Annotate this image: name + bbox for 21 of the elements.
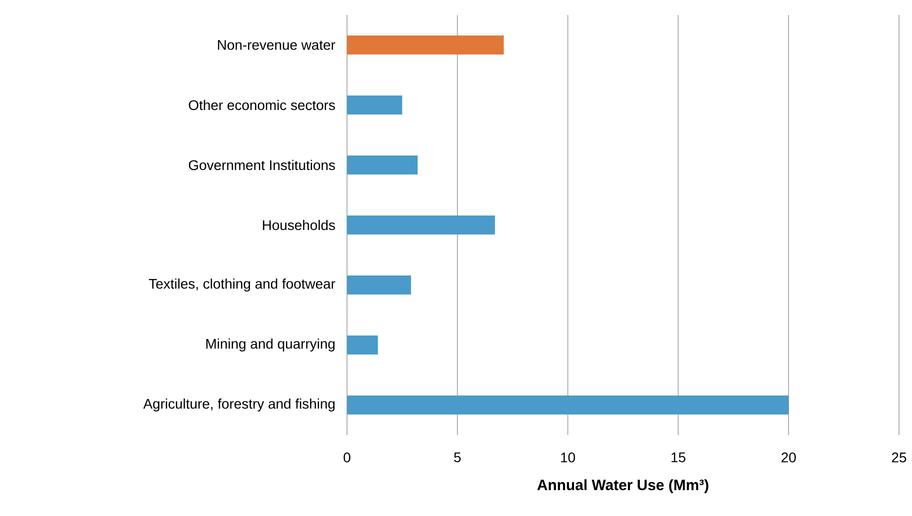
x-tick-label: 20 — [782, 452, 796, 462]
bar — [347, 155, 418, 174]
y-tick-label: Non-revenue water — [218, 40, 336, 50]
bar — [347, 215, 495, 234]
bar — [347, 396, 789, 414]
x-tick-label: 15 — [672, 452, 686, 462]
x-tick-label: 10 — [561, 452, 576, 462]
x-axis-title: Annual Water Use (Mm³) — [537, 479, 708, 494]
x-tick-label: 5 — [454, 452, 461, 462]
y-tick-label: Other economic sectors — [188, 100, 335, 110]
bar — [347, 336, 378, 354]
y-tick-label: Households — [262, 220, 335, 230]
x-tick-label: 25 — [892, 452, 906, 462]
y-tick-label: Agriculture, forestry and fishing — [143, 398, 335, 412]
bar — [347, 276, 412, 294]
x-tick-label: 0 — [344, 452, 350, 462]
bar — [347, 95, 402, 114]
bar — [347, 35, 504, 54]
y-tick-label: Textiles, clothing and footwear — [148, 278, 336, 292]
y-tick-label: Government Institutions — [188, 160, 335, 170]
y-tick-label: Mining and quarrying — [206, 338, 335, 352]
